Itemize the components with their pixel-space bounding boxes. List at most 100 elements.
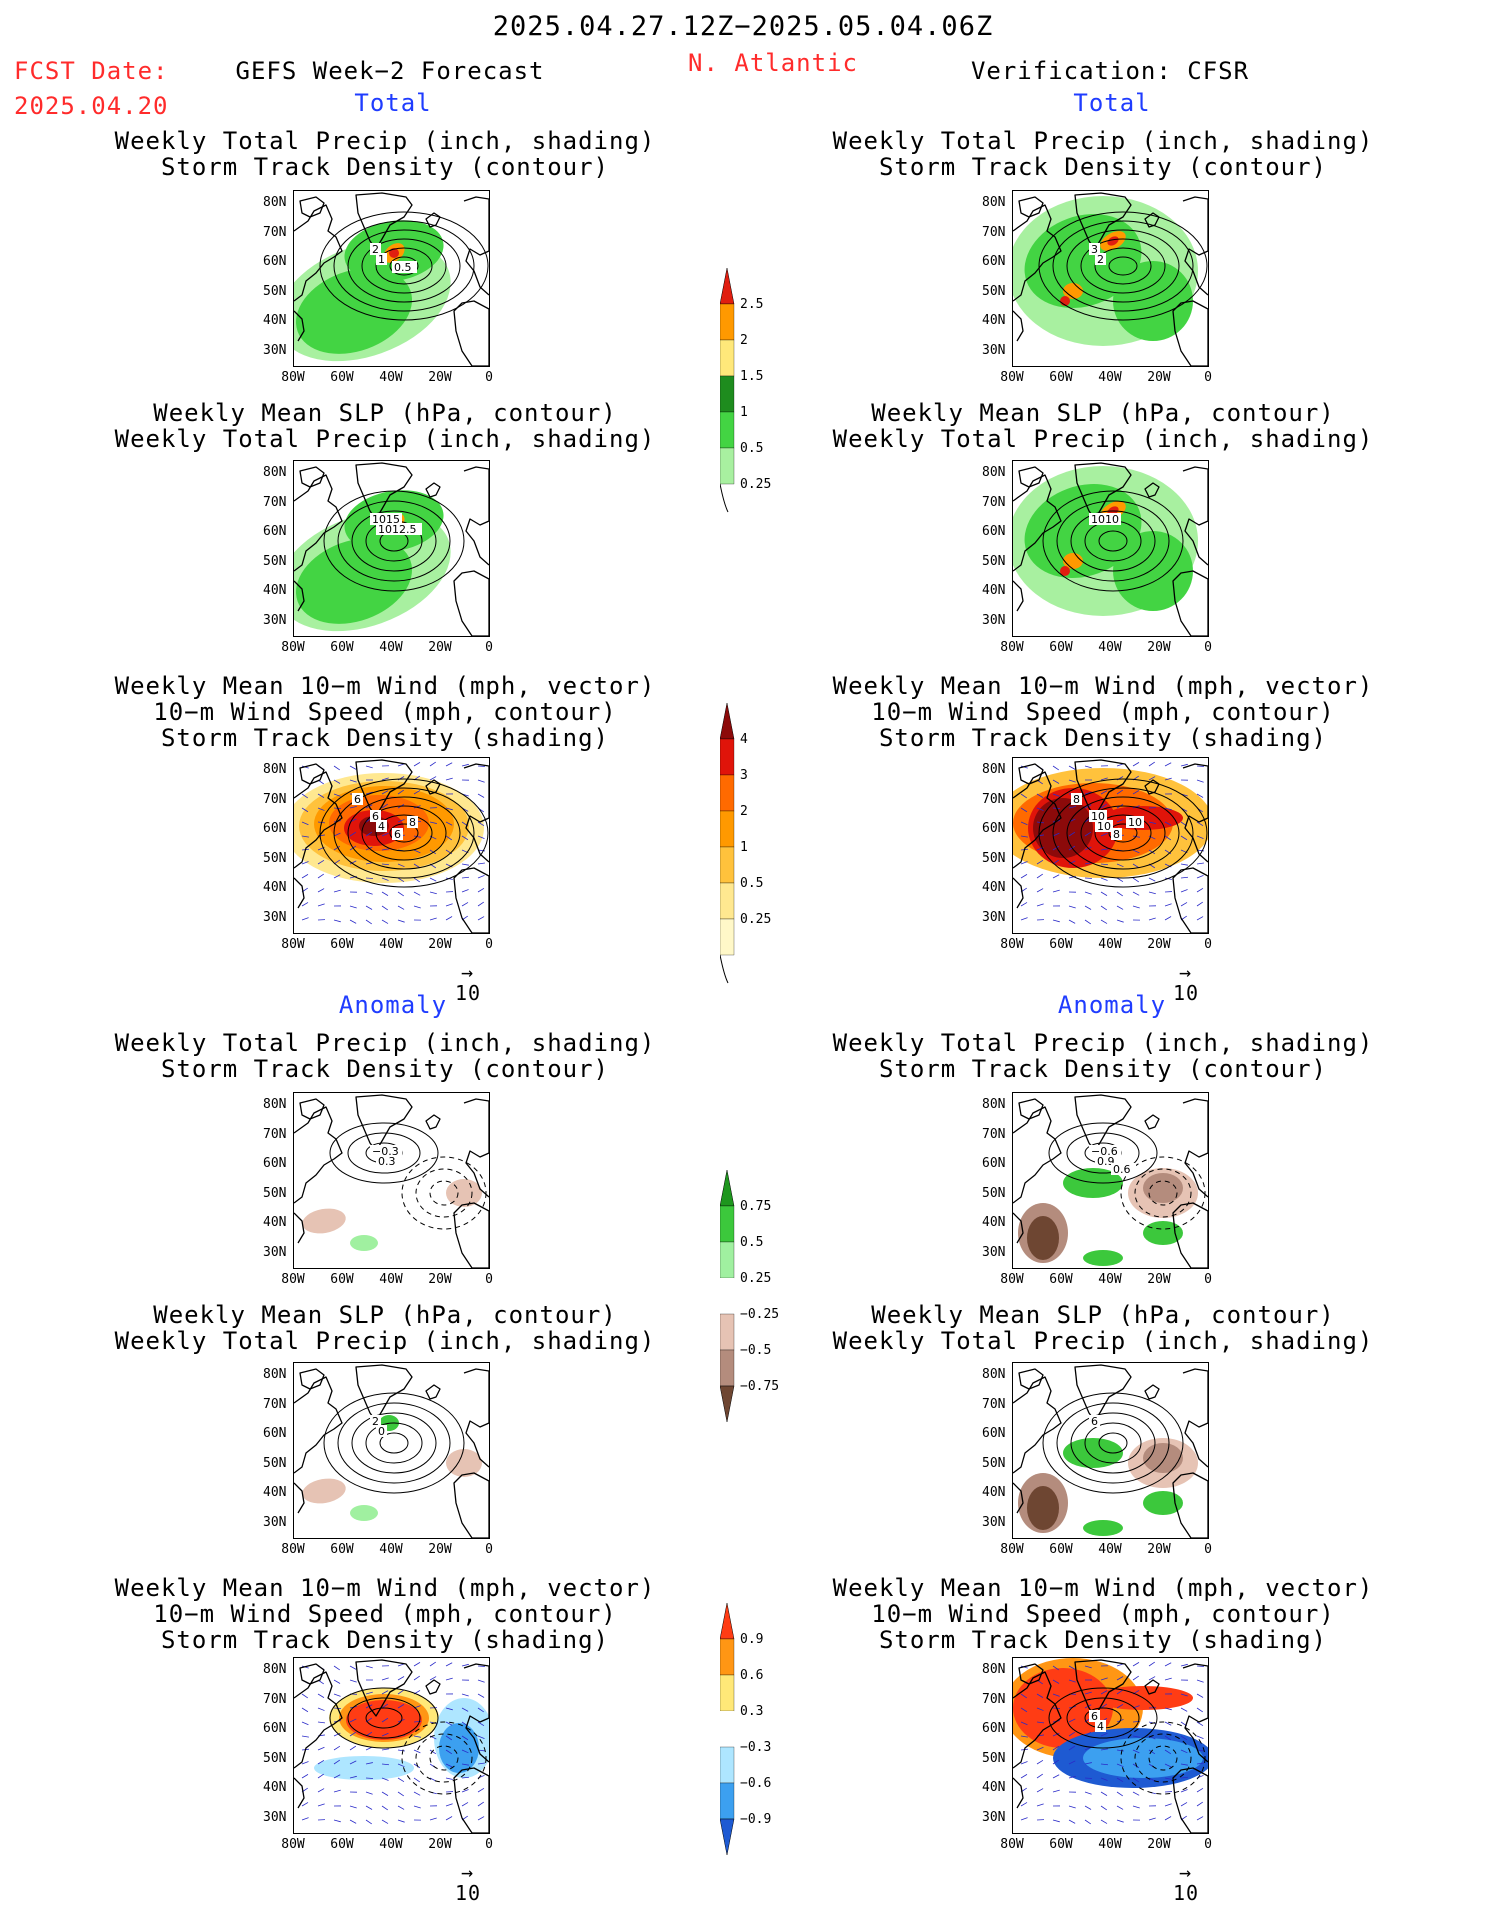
wind-vector (1052, 1732, 1060, 1737)
panel-title-wind-anom-left: Weekly Mean 10−m Wind (mph, vector) 10−m … (114, 1574, 656, 1654)
wind-vector (1020, 1802, 1028, 1807)
wind-vector (445, 1662, 453, 1667)
wind-vector (317, 1721, 325, 1724)
wind-vector (477, 887, 485, 893)
lon-tick-label: 0 (1204, 1272, 1212, 1287)
wind-vector (397, 1805, 405, 1810)
shaded-region (1063, 1438, 1123, 1468)
lon-tick-label: 80W (1000, 370, 1024, 385)
wind-vector (301, 1774, 309, 1779)
wind-vector (333, 1679, 341, 1684)
colorbar-label: −0.3 (740, 1740, 772, 1755)
lon-tick-label: 60W (330, 1837, 354, 1852)
coastline (463, 1098, 489, 1198)
coastline (425, 482, 441, 498)
wind-vector (397, 1689, 405, 1695)
colorbar-swatch (720, 703, 735, 740)
wind-vector (333, 1819, 341, 1823)
contour-line-dashed (1134, 1733, 1192, 1783)
map-precip-track-anom-right: −0.6 0.9 0.6 (1012, 1092, 1209, 1269)
wind-vector (365, 1791, 373, 1795)
contour-line (347, 1132, 421, 1174)
coastline (453, 1202, 489, 1268)
wind-vector (381, 832, 389, 837)
contour-line (1048, 1122, 1158, 1184)
wind-vector (1052, 832, 1060, 837)
wind-vector (1196, 901, 1204, 907)
wind-vector (1100, 1690, 1108, 1695)
contour-label: 6 (370, 810, 381, 823)
slp-contour (379, 1432, 409, 1454)
lat-tick-label: 50N (982, 553, 1006, 569)
wind-vector (1068, 779, 1076, 783)
vector-reference-label-right-total: 10 (1173, 981, 1200, 1005)
svg-text:8: 8 (1073, 793, 1080, 806)
lon-tick-label: 40W (1098, 1837, 1122, 1852)
lat-tick-label: 70N (982, 494, 1006, 510)
vector-reference-label-right-anom: 10 (1173, 1881, 1200, 1905)
wind-vector (1020, 1761, 1028, 1765)
wind-vector (333, 765, 341, 771)
wind-vector (1100, 1777, 1108, 1781)
contour-label: 1 (376, 253, 387, 266)
coastline (1172, 867, 1208, 933)
svg-text:−0.3: −0.3 (372, 1145, 399, 1158)
wind-vector (429, 1661, 437, 1667)
wind-vector (445, 1707, 453, 1711)
wind-vector (397, 1791, 405, 1797)
contour-label: 0.5 (392, 261, 417, 274)
colorbar-tail (720, 483, 729, 513)
wind-vector (1180, 863, 1188, 866)
wind-vector (1116, 1689, 1124, 1695)
wind-vector (1036, 1773, 1044, 1779)
wind-vector (1180, 889, 1188, 893)
wind-vector (429, 1676, 437, 1681)
wind-vector (301, 1721, 309, 1726)
coastline (1013, 580, 1024, 612)
panel-title-slp-anom-left: Weekly Mean SLP (hPa, contour) Weekly Tot… (114, 1301, 656, 1355)
wind-vector (1036, 793, 1044, 798)
right-total-label: Total (1073, 89, 1151, 117)
lat-tick-label: 70N (263, 1396, 287, 1412)
shaded-region (1107, 236, 1119, 246)
shaded-region (389, 248, 399, 258)
wind-vector (445, 777, 453, 781)
lat-tick-label: 70N (982, 1691, 1006, 1707)
lon-tick-label: 20W (1147, 370, 1171, 385)
colorbar-label: 0.6 (740, 1668, 764, 1683)
shaded-region (314, 1756, 414, 1780)
wind-vector (1196, 1816, 1204, 1821)
lon-tick-label: 40W (379, 1542, 403, 1557)
wind-vector (1196, 1762, 1204, 1765)
wind-vector (1052, 1745, 1060, 1751)
lat-tick-label: 30N (263, 1244, 287, 1260)
lon-tick-label: 0 (485, 1272, 493, 1287)
contour-label: 1012.5 (376, 523, 422, 536)
lat-tick-label: 50N (982, 1455, 1006, 1471)
wind-vector (1148, 877, 1156, 882)
colorbar-label: 0.5 (740, 876, 764, 891)
lat-tick-label: 80N (982, 762, 1006, 777)
lat-tick-label: 60N (263, 1156, 287, 1171)
wind-vector (1196, 835, 1204, 839)
contour-label: 0 (376, 1425, 387, 1438)
lon-tick-label: 60W (1049, 640, 1073, 655)
wind-vector (349, 1819, 357, 1824)
colorbar-swatch (720, 774, 735, 812)
slp-contour (1042, 490, 1184, 592)
svg-text:1012.5: 1012.5 (378, 523, 417, 536)
lat-tick-label: 60N (982, 524, 1006, 539)
shaded-region (1013, 1668, 1113, 1748)
contour-line (1066, 796, 1180, 870)
slp-contour (365, 1422, 423, 1464)
wind-vector (1196, 1693, 1204, 1698)
wind-vector (1180, 1802, 1188, 1807)
wind-vector (1068, 860, 1076, 865)
contour-line (1108, 823, 1138, 843)
lon-tick-label: 20W (428, 640, 452, 655)
shaded-region (1143, 1173, 1183, 1203)
wind-vector (381, 863, 390, 866)
svg-text:6: 6 (1091, 1415, 1098, 1428)
wind-vector (1132, 1735, 1140, 1738)
